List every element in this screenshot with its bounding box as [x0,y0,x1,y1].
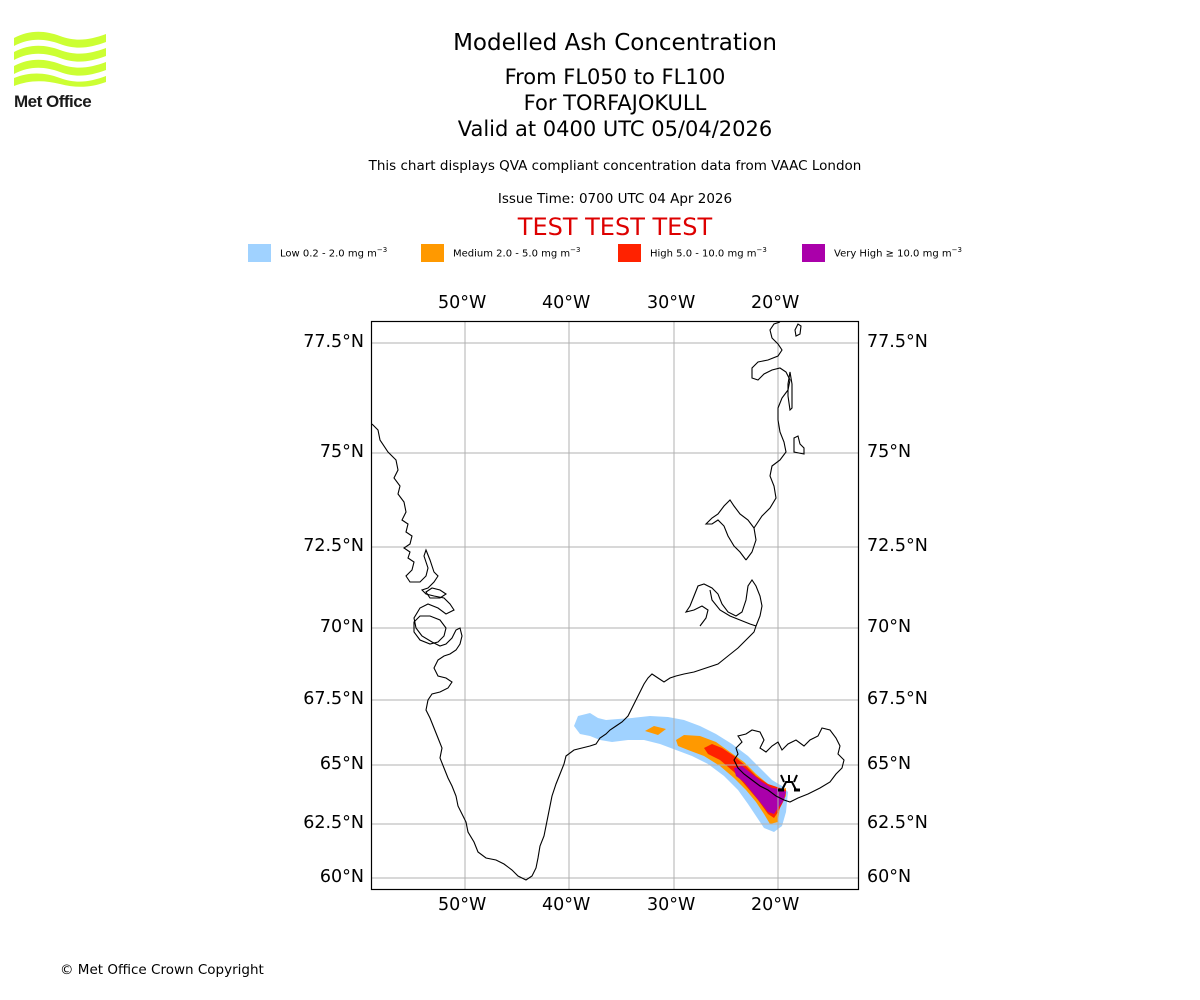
lat-tick-right: 72.5°N [867,536,928,556]
lat-tick-right: 62.5°N [867,813,928,833]
lat-tick-left: 75°N [319,442,364,462]
plume-very-high [734,766,786,814]
logo-text: Met Office [14,92,92,111]
chart-description: This chart displays QVA compliant concen… [368,158,862,174]
lat-tick-right: 70°N [867,617,912,637]
lat-tick-left: 77.5°N [303,332,364,352]
lat-tick-right: 67.5°N [867,689,928,709]
chart-title: Modelled Ash Concentration [453,30,777,56]
valid-time: Valid at 0400 UTC 05/04/2026 [457,117,773,141]
lat-tick-right: 77.5°N [867,332,928,352]
plume-medium [676,735,786,824]
plume-medium-patch [645,726,666,735]
coastline-greenland-ne [751,321,791,529]
lon-tick-bottom: 40°W [542,895,591,915]
volcano-name: For TORFAJOKULL [523,91,707,115]
lon-tick-bottom: 50°W [438,895,487,915]
coastline-iceland [733,727,845,803]
flight-levels: From FL050 to FL100 [504,65,726,89]
lat-tick-left: 67.5°N [303,689,364,709]
ash-plume [574,713,788,832]
lat-tick-left: 72.5°N [303,536,364,556]
lon-tick-bottom: 20°W [751,895,800,915]
legend-swatch-low [248,244,271,262]
coastline-island-small-1 [787,371,793,412]
test-banner: TEST TEST TEST [517,213,713,241]
legend-swatch-medium [421,244,444,262]
coastlines [371,321,845,881]
coastline-greenland-east-north [704,499,757,561]
coastline-island-disko [413,615,447,645]
coastline-greenland-east [684,579,763,627]
legend-item-medium: Medium 2.0 - 5.0 mg m−3 [421,244,580,262]
legend-swatch-high [618,244,641,262]
lat-tick-left: 62.5°N [303,813,364,833]
volcano-icon [778,774,800,792]
lon-tick-top: 20°W [751,293,800,313]
lon-tick-top: 30°W [647,293,696,313]
coastline-greenland-west [371,423,757,881]
coastline-island-west-2 [425,587,447,599]
legend-item-very-high: Very High ≥ 10.0 mg m−3 [802,244,962,262]
legend-label-very-high: Very High ≥ 10.0 mg m−3 [834,246,962,260]
legend-item-high: High 5.0 - 10.0 mg m−3 [618,244,767,262]
lon-tick-bottom: 30°W [647,895,696,915]
legend-label-medium: Medium 2.0 - 5.0 mg m−3 [453,246,581,260]
legend-label-low: Low 0.2 - 2.0 mg m−3 [280,246,388,260]
issue-time: Issue Time: 0700 UTC 04 Apr 2026 [497,191,733,207]
lat-tick-left: 65°N [319,754,364,774]
met-office-waves-icon [14,31,106,87]
coastline-island-small-2 [793,435,805,455]
lon-tick-top: 50°W [438,293,487,313]
map-frame [370,320,860,891]
met-office-logo: Met Office [14,30,106,112]
lat-tick-left: 70°N [319,617,364,637]
gridlines [371,321,859,890]
legend-label-high: High 5.0 - 10.0 mg m−3 [650,246,767,260]
legend-swatch-very-high [802,244,825,262]
lat-tick-right: 65°N [867,754,912,774]
coastline-island-small-3 [794,323,802,337]
lat-tick-left: 60°N [319,867,364,887]
legend-item-low: Low 0.2 - 2.0 mg m−3 [248,244,387,262]
volcano-marker [778,774,800,792]
copyright: © Met Office Crown Copyright [60,962,264,978]
lat-tick-right: 75°N [867,442,912,462]
lat-tick-right: 60°N [867,867,912,887]
lon-tick-top: 40°W [542,293,591,313]
